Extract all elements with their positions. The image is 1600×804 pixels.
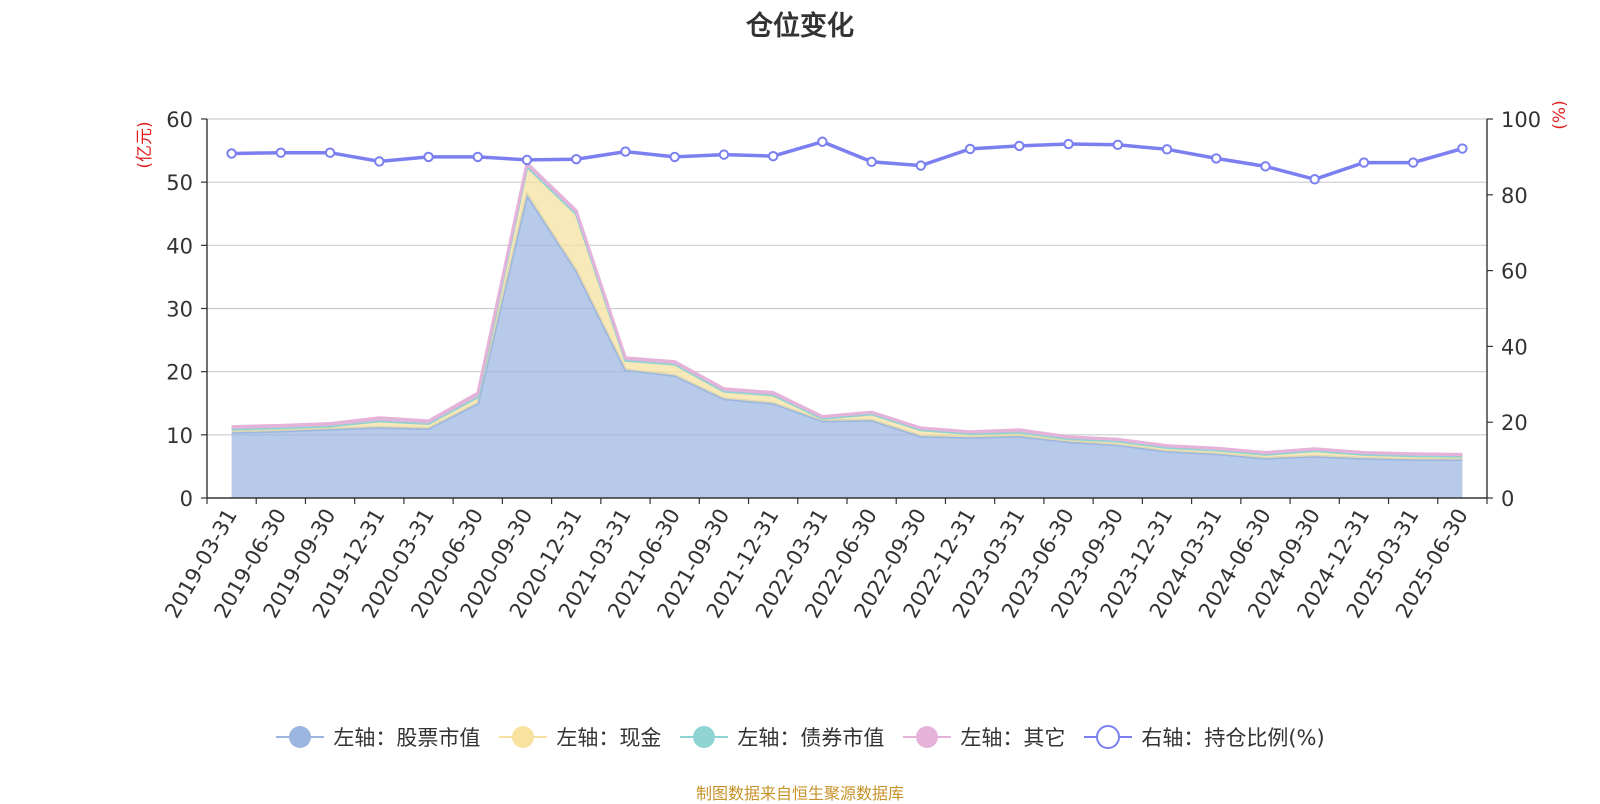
legend-label: 右轴：持仓比例(%)	[1141, 726, 1325, 750]
legend-label: 左轴：现金	[556, 726, 662, 750]
legend-marker-icon	[276, 726, 325, 748]
y-right-tick-label: 20	[1501, 411, 1528, 435]
y-axis-right-label: (%)	[1550, 100, 1570, 129]
ratio-point	[1309, 174, 1320, 185]
ratio-point	[1407, 157, 1419, 168]
ratio-point	[1063, 138, 1074, 150]
ratio-point	[1161, 144, 1173, 155]
legend-item[interactable]: 左轴：现金	[498, 722, 661, 752]
ratio-point	[718, 149, 730, 160]
y-left-tick-label: 50	[166, 171, 193, 195]
y-left-tick-label: 40	[166, 234, 193, 258]
y-right-tick-label: 80	[1501, 184, 1528, 208]
y-left-tick-label: 20	[166, 361, 193, 385]
ratio-point	[1211, 153, 1222, 164]
ratio-point	[620, 146, 631, 157]
ratio-point	[226, 148, 237, 159]
y-left-tick-label: 30	[166, 298, 193, 322]
ratio-point	[472, 151, 483, 163]
ratio-point	[374, 156, 385, 167]
y-left-tick-label: 0	[180, 487, 193, 511]
axis-layer: 01020304050600204060801002019-03-312019-…	[160, 108, 1541, 622]
y-axis-left-label: (亿元)	[135, 121, 155, 168]
ratio-point	[767, 150, 779, 162]
area-layer	[231, 160, 1463, 499]
legend: 左轴：股票市值 左轴：现金 左轴：债券市值 左轴：其它 右轴：持仓比例(%)	[0, 722, 1600, 752]
area-series-3	[231, 163, 1463, 457]
ratio-point	[1260, 161, 1271, 172]
area-line-series-3	[231, 160, 1463, 456]
ratio-point	[915, 160, 927, 171]
ratio-point	[275, 147, 287, 158]
grid-layer	[207, 118, 1487, 436]
ratio-point	[964, 143, 976, 155]
legend-marker-icon	[1084, 725, 1133, 749]
legend-marker-icon	[903, 726, 952, 748]
y-left-tick-label: 60	[166, 108, 193, 132]
area-series-0	[231, 194, 1463, 499]
legend-item[interactable]: 左轴：其它	[902, 722, 1065, 752]
ratio-point	[669, 151, 680, 163]
line-layer	[226, 136, 1468, 185]
legend-item[interactable]: 左轴：债券市值	[679, 722, 884, 752]
legend-marker-icon	[499, 726, 548, 748]
ratio-point	[1112, 139, 1123, 150]
legend-item[interactable]: 右轴：持仓比例(%)	[1083, 722, 1325, 752]
ratio-point	[1457, 143, 1468, 154]
ratio-point	[324, 147, 336, 158]
chart-title: 仓位变化	[746, 11, 854, 42]
legend-label: 左轴：股票市值	[333, 726, 481, 750]
ratio-point	[521, 154, 533, 166]
legend-item[interactable]: 左轴：股票市值	[275, 722, 480, 752]
ratio-point	[1014, 140, 1025, 152]
y-right-tick-label: 40	[1501, 335, 1528, 359]
y-right-tick-label: 0	[1501, 487, 1514, 511]
ratio-point	[1358, 157, 1370, 168]
legend-label: 左轴：其它	[960, 726, 1066, 750]
y-right-tick-label: 100	[1501, 108, 1541, 132]
legend-label: 左轴：债券市值	[737, 726, 885, 750]
ratio-point	[571, 153, 582, 165]
y-left-tick-label: 10	[166, 424, 193, 448]
ratio-point	[423, 151, 434, 163]
legend-marker-icon	[680, 726, 729, 748]
source-note: 制图数据来自恒生聚源数据库	[695, 784, 904, 803]
y-right-tick-label: 60	[1501, 260, 1528, 284]
ratio-line	[231, 139, 1463, 182]
ratio-point	[866, 156, 877, 168]
ratio-point	[817, 136, 828, 147]
